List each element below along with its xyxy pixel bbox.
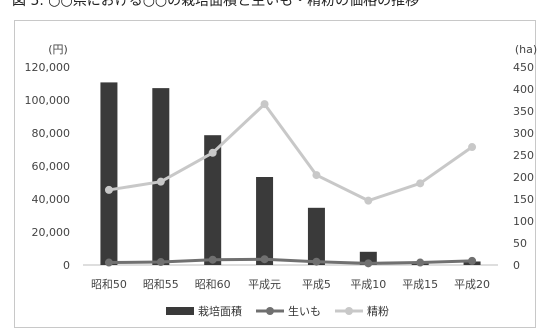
point-精粉: [156, 177, 165, 186]
right-axis: (ha) 0 50 100 150 200 250 300 350 400 450: [513, 43, 537, 272]
left-axis-tick: 20,000: [32, 226, 71, 239]
x-tick-label: 平成元: [248, 278, 281, 291]
x-tick-label: 昭和55: [143, 278, 179, 291]
left-axis-tick: 80,000: [32, 127, 71, 140]
area-bars: [100, 82, 481, 266]
legend: 栽培面積 生いも 精粉: [166, 304, 389, 318]
point-生いも: [104, 258, 113, 267]
left-axis: (円) 0 20,000 40,000 60,000 80,000 100,000 120,0…: [25, 43, 71, 272]
right-axis-tick: 50: [513, 237, 527, 250]
left-axis-tick: 120,000: [25, 61, 71, 74]
right-axis-tick: 350: [513, 105, 534, 118]
left-axis-unit: (円): [48, 43, 68, 56]
left-axis-tick: 40,000: [32, 193, 71, 206]
right-axis-tick: 200: [513, 171, 534, 184]
x-tick-label: 平成5: [302, 278, 331, 291]
point-精粉: [364, 196, 373, 205]
legend-swatch-栽培面積: [166, 307, 194, 315]
x-tick-label: 平成20: [454, 278, 490, 291]
legend-label-精粉: 精粉: [367, 305, 389, 318]
price-lines: [104, 100, 477, 268]
cropped-figure-title: 図 5. ○○県における○○の栽培面積と生いも・精粉の価格の推移: [0, 0, 538, 12]
point-生いも: [208, 255, 217, 264]
right-axis-tick: 100: [513, 215, 534, 228]
x-tick-label: 平成10: [350, 278, 386, 291]
point-精粉: [104, 185, 113, 194]
line-生いも: [108, 257, 473, 265]
legend-label-生いも: 生いも: [288, 304, 321, 318]
point-生いも: [156, 258, 165, 267]
right-axis-unit: (ha): [515, 43, 537, 56]
bar-栽培面積: [307, 207, 325, 265]
left-axis-tick: 60,000: [32, 160, 71, 173]
left-axis-tick: 0: [63, 259, 70, 272]
point-生いも: [260, 255, 269, 264]
point-精粉: [468, 143, 477, 152]
right-axis-tick: 400: [513, 83, 534, 96]
bar-栽培面積: [359, 251, 377, 265]
left-axis-tick: 100,000: [25, 94, 71, 107]
point-生いも: [416, 258, 425, 267]
right-axis-tick: 0: [513, 259, 520, 272]
right-axis-tick: 250: [513, 149, 534, 162]
point-精粉: [312, 171, 321, 180]
x-axis-ticks: 昭和50 昭和55 昭和60 平成元 平成5 平成10 平成15 平成20: [91, 278, 490, 291]
right-axis-tick: 450: [513, 61, 534, 74]
bar-栽培面積: [152, 88, 170, 266]
bar-栽培面積: [204, 135, 222, 265]
point-精粉: [208, 148, 217, 157]
point-生いも: [312, 257, 321, 266]
bar-栽培面積: [100, 82, 118, 266]
legend-marker-生いも: [266, 307, 274, 315]
x-tick-label: 平成15: [402, 278, 438, 291]
point-生いも: [468, 256, 477, 265]
line-精粉: [108, 102, 473, 203]
x-tick-label: 昭和60: [195, 278, 231, 291]
right-axis-tick: 150: [513, 193, 534, 206]
right-axis-tick: 300: [513, 127, 534, 140]
point-精粉: [260, 100, 269, 109]
legend-label-栽培面積: 栽培面積: [198, 304, 242, 318]
point-生いも: [364, 259, 373, 268]
point-精粉: [416, 179, 425, 188]
legend-marker-精粉: [345, 307, 353, 315]
x-tick-label: 昭和50: [91, 278, 127, 291]
figure-title-text: 図 5. ○○県における○○の栽培面積と生いも・精粉の価格の推移: [12, 0, 420, 9]
bar-栽培面積: [256, 177, 274, 265]
